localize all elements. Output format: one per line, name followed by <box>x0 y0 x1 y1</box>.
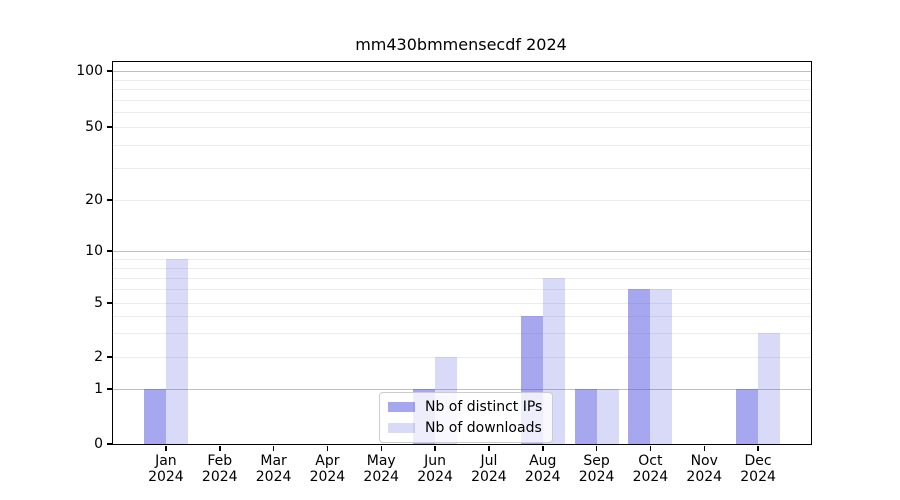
x-tick-label: Apr 2024 <box>309 453 346 485</box>
gridline-minor <box>113 112 811 114</box>
y-tick-mark <box>106 70 112 72</box>
gridline-major <box>113 389 811 390</box>
y-tick-mark <box>106 199 112 201</box>
gridline-minor <box>113 303 811 304</box>
x-tick-mark <box>703 445 705 451</box>
gridline-minor <box>113 144 811 146</box>
y-tick-label: 10 <box>85 243 103 259</box>
bar-downloads-dec <box>758 333 781 444</box>
x-tick-label: Sep 2024 <box>578 453 615 485</box>
x-tick-label: Jun 2024 <box>417 453 453 485</box>
x-tick-mark <box>488 445 490 451</box>
gridline-major <box>113 71 811 72</box>
y-tick-label: 100 <box>76 63 103 79</box>
legend-swatch-distinct-ips <box>388 402 415 412</box>
bar-distinct-ips-oct <box>628 289 651 444</box>
x-tick-mark <box>326 445 329 451</box>
y-tick-label: 5 <box>94 295 103 311</box>
x-tick-label: Dec 2024 <box>740 453 776 485</box>
gridline-major <box>113 251 811 252</box>
x-tick-mark <box>595 445 598 451</box>
y-tick-mark <box>106 126 112 128</box>
gridline-minor <box>113 167 811 169</box>
y-tick-label: 50 <box>85 119 103 135</box>
x-tick-mark <box>434 445 436 451</box>
legend-label-distinct-ips: Nb of distinct IPs <box>425 399 543 415</box>
bar-downloads-oct <box>650 289 673 444</box>
x-tick-mark <box>219 445 221 451</box>
x-tick-mark <box>542 445 544 451</box>
x-tick-mark <box>757 445 759 451</box>
gridline-minor <box>113 357 811 358</box>
legend: Nb of distinct IPs Nb of downloads <box>379 392 554 443</box>
gridline-minor <box>113 79 811 81</box>
x-tick-label: Aug 2024 <box>524 453 561 485</box>
x-tick-mark <box>380 445 382 451</box>
x-tick-label: Jan 2024 <box>148 453 184 485</box>
y-tick-label: 2 <box>94 349 103 365</box>
gridline-minor <box>113 99 811 101</box>
x-tick-label: May 2024 <box>363 453 400 485</box>
y-tick-label: 0 <box>94 436 103 452</box>
x-tick-mark <box>272 445 275 451</box>
bar-downloads-jan <box>165 258 188 444</box>
gridline-minor <box>113 333 811 335</box>
x-tick-mark <box>165 445 167 451</box>
y-tick-mark <box>106 388 112 390</box>
y-tick-mark <box>106 443 112 445</box>
legend-swatch-downloads <box>388 423 415 433</box>
bar-distinct-ips-dec <box>736 389 759 444</box>
bar-distinct-ips-jan <box>143 389 166 444</box>
bar-downloads-sep <box>596 389 619 444</box>
x-tick-label: Mar 2024 <box>255 453 292 485</box>
x-tick-mark <box>649 445 652 451</box>
gridline-minor <box>113 200 811 201</box>
chart-title: mm430bmmensecdf 2024 <box>355 35 567 54</box>
y-tick-label: 1 <box>94 381 103 397</box>
y-tick-label: 20 <box>85 192 103 208</box>
legend-item-downloads: Nb of downloads <box>388 420 542 436</box>
y-tick-mark <box>106 356 112 358</box>
gridline-minor <box>113 127 811 128</box>
gridline-minor <box>113 267 811 269</box>
legend-label-downloads: Nb of downloads <box>425 420 542 436</box>
gridline-minor <box>113 277 811 279</box>
gridline-minor <box>113 89 811 91</box>
bar-distinct-ips-sep <box>574 389 597 444</box>
x-tick-label: Feb 2024 <box>201 453 238 485</box>
gridline-minor <box>113 316 811 318</box>
x-tick-label: Jul 2024 <box>471 453 507 485</box>
y-tick-mark <box>106 250 112 252</box>
x-tick-label: Oct 2024 <box>632 453 669 485</box>
legend-item-distinct-ips: Nb of distinct IPs <box>388 399 542 415</box>
gridline-minor <box>113 289 811 291</box>
x-tick-label: Nov 2024 <box>686 453 723 485</box>
plot-area: 0 1 2 5 10 20 50 100 Jan 2024 Feb 2024 Mar 2024 Apr 202… <box>76 61 812 485</box>
y-tick-mark <box>106 302 112 304</box>
gridline-minor <box>113 258 811 260</box>
